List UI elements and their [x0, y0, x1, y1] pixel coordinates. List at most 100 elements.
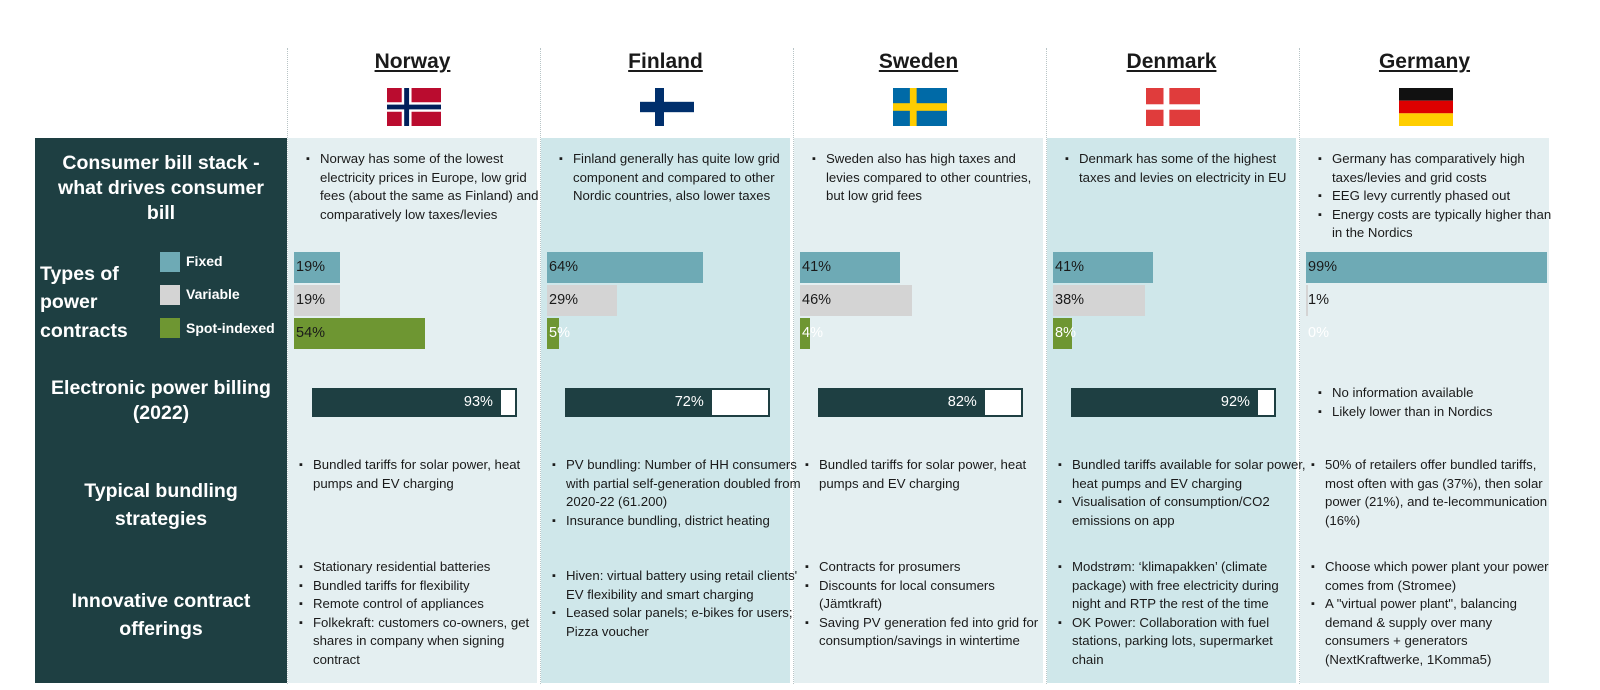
legend-swatch-fixed: [160, 252, 180, 272]
billing-bar-finland: 72%: [565, 388, 770, 417]
billing-bar-fill: [567, 390, 712, 415]
bundling-list-finland: PV bundling: Number of HH consumers with…: [552, 456, 802, 530]
billing-bar-fill: [820, 390, 985, 415]
bar-label-spot-norway: 54%: [296, 325, 326, 341]
bar-variable-sweden: [800, 285, 912, 316]
row-label-innovative: Innovative contract offerings: [71, 590, 251, 641]
list-item: Bundled tariffs for solar power, heat pu…: [805, 456, 1055, 493]
norway-flag-icon: [387, 88, 441, 126]
list-item: Bundled tariffs for solar power, heat pu…: [299, 456, 549, 493]
list-item: No information available: [1318, 384, 1558, 403]
bundling-list-germany: 50% of retailers offer bundled tariffs, …: [1311, 456, 1557, 530]
bill-stack-list-sweden: Sweden also has high taxes and levies co…: [812, 150, 1038, 206]
row-label-contracts: Types of power contracts: [40, 263, 128, 342]
innovative-list-sweden: Contracts for prosumers Discounts for lo…: [805, 558, 1055, 651]
bar-spot-sweden: [800, 318, 810, 349]
bar-variable-finland: [547, 285, 618, 316]
column-separator: [1046, 48, 1047, 684]
billing-bar-fill: [1073, 390, 1258, 415]
bar-label-fixed-denmark: 41%: [1055, 259, 1085, 275]
bar-label-spot-germany: 0%: [1308, 325, 1329, 341]
germany-flag-icon: [1399, 88, 1453, 126]
list-item: Choose which power plant your power come…: [1311, 558, 1557, 595]
billing-bar-value: 82%: [947, 394, 977, 410]
list-item: Bundled tariffs available for solar powe…: [1058, 456, 1308, 493]
innovative-list-denmark: Modstrøm: ‘klimapakken’ (climate package…: [1058, 558, 1308, 670]
bar-label-fixed-sweden: 41%: [802, 259, 832, 275]
bar-label-spot-denmark: 8%: [1055, 325, 1076, 341]
list-item: Saving PV generation fed into grid for c…: [805, 614, 1055, 651]
bundling-list-norway: Bundled tariffs for solar power, heat pu…: [299, 456, 549, 493]
list-item: Energy costs are typically higher than i…: [1318, 206, 1558, 243]
billing-bar-value: 92%: [1220, 394, 1250, 410]
list-item: Leased solar panels; e-bikes for users; …: [552, 604, 802, 641]
bar-label-fixed-finland: 64%: [549, 259, 579, 275]
bar-label-spot-sweden: 4%: [802, 325, 823, 341]
bar-fixed-denmark: [1053, 252, 1153, 283]
list-item: Sweden also has high taxes and levies co…: [812, 150, 1038, 206]
row-label-bill-stack: Consumer bill stack - what drives consum…: [58, 152, 264, 224]
billing-bar-fill: [314, 390, 501, 415]
list-item: Germany has comparatively high taxes/lev…: [1318, 150, 1558, 187]
bar-spot-denmark: [1053, 318, 1073, 349]
billing-bar-value: 72%: [674, 394, 704, 410]
billing-bar-sweden: 82%: [818, 388, 1023, 417]
list-item: Norway has some of the lowest electricit…: [306, 150, 548, 224]
column-separator: [1299, 48, 1300, 684]
list-item: Hiven: virtual battery using retail clie…: [552, 567, 802, 604]
bar-variable-denmark: [1053, 285, 1146, 316]
list-item: Likely lower than in Nordics: [1318, 403, 1558, 422]
bar-label-fixed-germany: 99%: [1308, 259, 1338, 275]
list-item: Discounts for local consumers (Jämtkraft…: [805, 577, 1055, 614]
legend-label-variable: Variable: [186, 286, 240, 302]
legend-label-fixed: Fixed: [186, 253, 223, 269]
bar-fixed-norway: [294, 252, 341, 283]
innovative-list-finland: Hiven: virtual battery using retail clie…: [552, 567, 802, 641]
bar-variable-norway: [294, 285, 341, 316]
bar-label-variable-germany: 1%: [1308, 292, 1329, 308]
list-item: Contracts for prosumers: [805, 558, 1055, 577]
bar-label-fixed-norway: 19%: [296, 259, 326, 275]
billing-bar-norway: 93%: [312, 388, 517, 417]
bundling-list-denmark: Bundled tariffs available for solar powe…: [1058, 456, 1308, 530]
country-header-finland: Finland: [628, 50, 703, 73]
row-label-billing: Electronic power billing (2022): [51, 377, 271, 424]
row-label-bundling: Typical bundling strategies: [84, 480, 238, 531]
column-separator: [287, 48, 288, 684]
billing-bar-value: 93%: [463, 394, 493, 410]
bar-label-variable-sweden: 46%: [802, 292, 832, 308]
column-separator: [540, 48, 541, 684]
list-item: Denmark has some of the highest taxes an…: [1065, 150, 1291, 187]
list-item: 50% of retailers offer bundled tariffs, …: [1311, 456, 1557, 530]
list-item: Remote control of appliances: [299, 595, 549, 614]
bar-spot-norway: [294, 318, 426, 349]
row-label-sidebar: [35, 138, 287, 683]
list-item: Bundled tariffs for flexibility: [299, 577, 549, 596]
list-item: EEG levy currently phased out: [1318, 187, 1558, 206]
legend-swatch-variable: [160, 285, 180, 305]
list-item: Modstrøm: ‘klimapakken’ (climate package…: [1058, 558, 1308, 614]
list-item: OK Power: Collaboration with fuel statio…: [1058, 614, 1308, 670]
sweden-flag-icon: [893, 88, 947, 126]
finland-flag-icon: [640, 88, 694, 126]
innovative-list-norway: Stationary residential batteries Bundled…: [299, 558, 549, 670]
list-item: A "virtual power plant", balancing deman…: [1311, 595, 1557, 669]
bar-fixed-sweden: [800, 252, 900, 283]
country-header-sweden: Sweden: [878, 50, 959, 73]
list-item: Stationary residential batteries: [299, 558, 549, 577]
bill-stack-list-finland: Finland generally has quite low grid com…: [559, 150, 801, 206]
list-item: PV bundling: Number of HH consumers with…: [552, 456, 802, 512]
denmark-flag-icon: [1146, 88, 1200, 126]
legend-swatch-spot: [160, 318, 180, 338]
bar-fixed-finland: [547, 252, 703, 283]
bundling-list-sweden: Bundled tariffs for solar power, heat pu…: [805, 456, 1055, 493]
bar-label-variable-denmark: 38%: [1055, 292, 1085, 308]
list-item: Finland generally has quite low grid com…: [559, 150, 801, 206]
bar-label-variable-finland: 29%: [549, 292, 579, 308]
country-header-denmark: Denmark: [1126, 50, 1217, 73]
bill-stack-list-germany: Germany has comparatively high taxes/lev…: [1318, 150, 1558, 243]
country-header-norway: Norway: [374, 50, 451, 73]
bar-label-spot-finland: 5%: [549, 325, 570, 341]
bar-fixed-germany: [1306, 252, 1547, 283]
bar-spot-finland: [547, 318, 560, 349]
